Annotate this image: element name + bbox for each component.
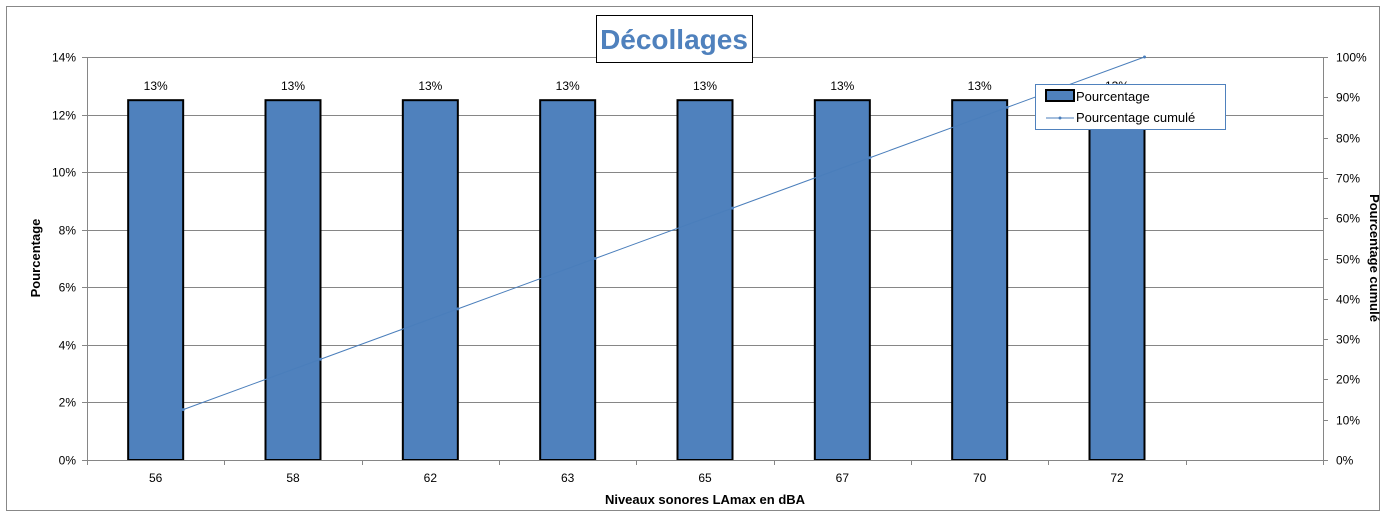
y2-tick-label: 10% [1336, 414, 1360, 428]
bar [401, 99, 459, 462]
y2-tick-label: 70% [1336, 172, 1360, 186]
y-tick-label: 10% [52, 166, 76, 180]
bar [127, 99, 185, 462]
bar-data-label: 13% [281, 79, 305, 93]
legend-label-cumule: Pourcentage cumulé [1076, 110, 1195, 125]
y-tick-label: 2% [59, 396, 77, 410]
y-tick-label: 6% [59, 281, 77, 295]
x-tick-label: 63 [561, 471, 575, 485]
y2-tick-label: 80% [1336, 132, 1360, 146]
bar-data-label: 13% [556, 79, 580, 93]
x-axis-title: Niveaux sonores LAmax en dBA [605, 492, 806, 507]
axes [82, 57, 1328, 465]
bars [127, 99, 1146, 462]
legend: Pourcentage Pourcentage cumulé [1035, 84, 1226, 130]
bar [264, 99, 322, 462]
bar-data-label: 13% [968, 79, 992, 93]
x-tick-label: 67 [836, 471, 850, 485]
y-tick-label: 8% [59, 224, 77, 238]
bar [539, 99, 597, 462]
y-axis-title: Pourcentage [28, 219, 43, 298]
y2-tick-label: 90% [1336, 91, 1360, 105]
cumulative-point [1005, 105, 1009, 109]
x-tick-label: 72 [1110, 471, 1124, 485]
bar [951, 99, 1009, 462]
cumulative-point [456, 307, 460, 311]
legend-line-marker [1058, 116, 1062, 120]
chart-title-box [596, 15, 753, 63]
chart-title: Décollages [600, 24, 748, 55]
bar-data-label: 13% [693, 79, 717, 93]
cumulative-point [593, 257, 597, 260]
cumulative-line [182, 56, 1145, 411]
x-tick-label: 62 [424, 471, 438, 485]
cumulative-point [319, 357, 322, 361]
y-tick-label: 12% [52, 109, 76, 123]
cumulative-point [181, 408, 185, 412]
x-tick-label: 65 [698, 471, 712, 485]
y2-axis-title: Pourcentage cumulé [1367, 194, 1382, 322]
x-tick-label: 56 [149, 471, 163, 485]
y2-tick-label: 100% [1336, 51, 1367, 65]
cumulative-point [731, 206, 734, 210]
x-tick-label: 70 [973, 471, 987, 485]
y2-tick-label: 50% [1336, 253, 1360, 267]
bar [813, 99, 871, 462]
y2-tick-label: 20% [1336, 373, 1360, 387]
y2-tick-label: 30% [1336, 333, 1360, 347]
cumulative-point [868, 156, 872, 160]
cumulative-point [1143, 55, 1146, 59]
bar-data-label: 13% [418, 79, 442, 93]
x-tick-label: 58 [286, 471, 300, 485]
legend-label-pourcentage: Pourcentage [1076, 89, 1150, 104]
bar-data-label: 13% [144, 79, 168, 93]
chart-title-group: Décollages [596, 15, 753, 63]
y2-tick-label: 60% [1336, 212, 1360, 226]
y2-tick-label: 0% [1336, 454, 1354, 468]
cumulative-line-group [181, 55, 1146, 412]
y-tick-label: 0% [59, 454, 77, 468]
y-tick-label: 4% [59, 339, 77, 353]
y-tick-label: 14% [52, 51, 76, 65]
bar-data-label: 13% [830, 79, 854, 93]
bar [1088, 99, 1146, 462]
legend-bar-swatch [1045, 89, 1075, 102]
bar [676, 99, 734, 462]
y2-tick-label: 40% [1336, 293, 1360, 307]
